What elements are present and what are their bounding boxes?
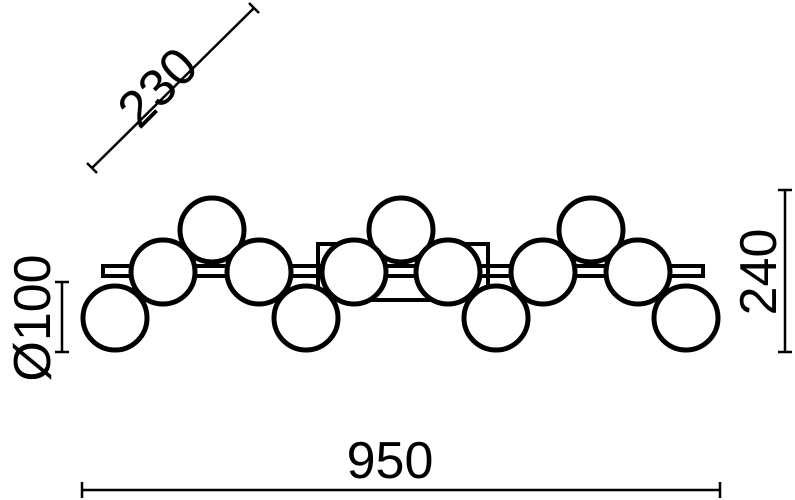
globe <box>128 237 198 307</box>
globe <box>271 283 341 353</box>
globe <box>80 283 150 353</box>
globe <box>461 283 531 353</box>
globe <box>319 237 389 307</box>
depth-dimension-line <box>91 7 255 169</box>
width-label: 950 <box>347 432 434 490</box>
mounting-rail <box>101 264 705 278</box>
dimension-lines <box>55 2 792 498</box>
globe <box>508 237 578 307</box>
globe <box>177 195 247 265</box>
globe <box>603 237 673 307</box>
height-label: 240 <box>730 229 788 316</box>
diameter-label: Ø100 <box>4 254 62 381</box>
globes <box>80 195 721 353</box>
globe <box>366 195 436 265</box>
globe <box>651 283 721 353</box>
globe <box>556 195 626 265</box>
depth-label: 230 <box>107 37 209 139</box>
globe <box>413 237 483 307</box>
globe <box>224 237 294 307</box>
